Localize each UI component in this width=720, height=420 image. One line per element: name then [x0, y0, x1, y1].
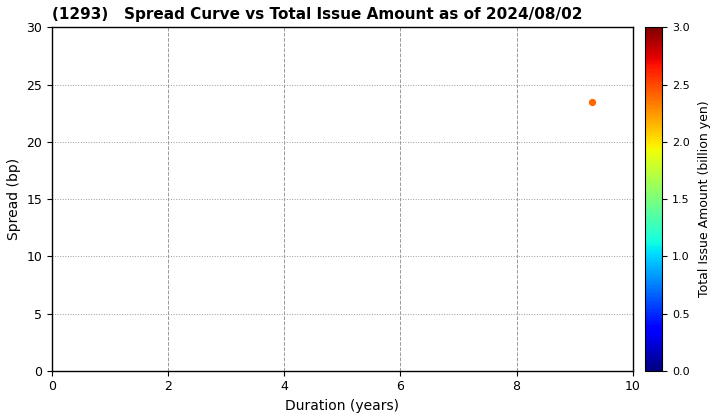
Point	[586, 98, 598, 105]
Text: (1293)   Spread Curve vs Total Issue Amount as of 2024/08/02: (1293) Spread Curve vs Total Issue Amoun…	[52, 7, 582, 22]
Y-axis label: Spread (bp): Spread (bp)	[7, 158, 21, 240]
X-axis label: Duration (years): Duration (years)	[285, 399, 400, 413]
Y-axis label: Total Issue Amount (billion yen): Total Issue Amount (billion yen)	[698, 101, 711, 297]
